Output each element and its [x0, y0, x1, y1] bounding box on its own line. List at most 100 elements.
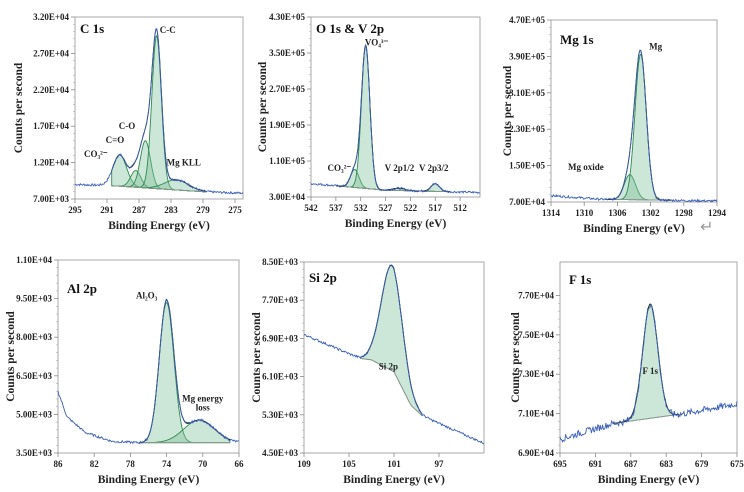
x-tick-label: 97 — [435, 459, 445, 469]
y-tick-label: 2.70E+04 — [33, 48, 69, 58]
x-tick-label: 679 — [695, 459, 709, 469]
spectrum-panel-0: 7.00E+03 1.20E+04 1.70E+04 2.20E+04 2.70E+04… — [13, 12, 244, 232]
y-tick-label: 9.50E+03 — [16, 294, 52, 304]
y-tick-label: 6.10E+03 — [262, 372, 298, 382]
y-tick-label: 3.10E+05 — [509, 88, 545, 98]
x-tick-label: 542 — [304, 203, 318, 213]
x-tick-label: 74 — [162, 459, 172, 469]
peak-annotation: Al₂O₃ — [136, 291, 158, 301]
peak-annotation: V 2p1/2 — [385, 163, 415, 173]
peak-annotation: loss — [196, 403, 211, 413]
background-line — [336, 185, 450, 193]
peak-annotation: C-O — [119, 121, 136, 131]
paragraph-return-mark: ↵ — [700, 217, 714, 236]
measured-spectrum — [559, 304, 738, 443]
y-tick-label: 7.50E+04 — [518, 330, 554, 340]
y-axis-title: Counts per second — [251, 312, 263, 403]
x-axis-title: Binding Energy (eV) — [583, 223, 685, 235]
y-tick-label: 3.20E+04 — [33, 12, 69, 22]
y-tick-label: 4.70E+05 — [509, 15, 545, 25]
x-tick-label: 70 — [198, 459, 208, 469]
panel-title: C 1s — [80, 21, 104, 36]
x-axis-title: Binding Energy (eV) — [345, 218, 447, 230]
x-tick-label: 295 — [68, 205, 82, 215]
y-tick-label: 1.20E+04 — [33, 158, 69, 168]
x-tick-label: 66 — [235, 459, 245, 469]
background-line — [360, 358, 423, 416]
x-axis-title: Binding Energy (eV) — [343, 474, 445, 486]
x-tick-label: 687 — [624, 459, 638, 469]
x-tick-label: 105 — [342, 459, 356, 469]
y-axis-title: Counts per second — [13, 62, 25, 153]
panel-title: F 1s — [569, 272, 591, 287]
x-tick-label: 1310 — [575, 208, 594, 218]
measured-spectrum — [310, 44, 481, 195]
plot-area — [57, 259, 240, 454]
y-tick-label: 6.90E+03 — [262, 333, 298, 343]
background-line — [111, 185, 207, 193]
peak-annotation: F 1s — [643, 366, 659, 376]
y-tick-label: 6.50E+03 — [16, 371, 52, 381]
x-tick-label: 287 — [132, 205, 146, 215]
y-tick-label: 1.10E+05 — [269, 156, 305, 166]
y-tick-label: 7.10E+04 — [518, 409, 554, 419]
y-axis-title: Counts per second — [257, 61, 269, 152]
panel-title: Mg 1s — [560, 32, 594, 47]
peak-annotation: C-C — [160, 25, 176, 35]
spectrum-panel-2: 7.00E+04 1.50E+05 2.30E+05 3.10E+05 3.90E+05… — [502, 15, 727, 235]
x-tick-label: 78 — [126, 459, 136, 469]
x-tick-label: 109 — [297, 459, 311, 469]
y-tick-label: 3.50E+05 — [269, 48, 305, 58]
x-tick-label: 1314 — [542, 208, 561, 218]
x-tick-label: 532 — [354, 203, 368, 213]
y-tick-label: 7.00E+04 — [509, 197, 545, 207]
x-tick-label: 101 — [387, 459, 401, 469]
peak-annotation: Mg KLL — [167, 158, 201, 168]
x-tick-label: 522 — [404, 203, 418, 213]
x-tick-label: 683 — [659, 459, 673, 469]
panel-title: O 1s & V 2p — [316, 21, 384, 36]
x-tick-label: 691 — [589, 459, 603, 469]
y-axis-title: Counts per second — [502, 65, 514, 156]
peak-annotation: CO₃²⁻ — [84, 149, 108, 159]
x-tick-label: 537 — [329, 203, 343, 213]
y-tick-label: 3.00E+04 — [269, 192, 305, 202]
x-tick-label: 1306 — [608, 208, 627, 218]
x-axis-title: Binding Energy (eV) — [108, 220, 210, 232]
x-tick-label: 517 — [429, 203, 443, 213]
y-tick-label: 3.50E+03 — [16, 448, 52, 458]
spectrum-panel-3: 3.50E+03 5.00E+03 6.50E+03 8.00E+03 9.50E+03… — [5, 255, 244, 486]
measured-spectrum — [303, 264, 485, 445]
y-axis-title: Counts per second — [510, 312, 522, 403]
x-tick-label: 291 — [100, 205, 114, 215]
y-tick-label: 7.70E+03 — [262, 295, 298, 305]
y-tick-label: 3.90E+05 — [509, 51, 545, 61]
peak-annotation: VO₄³⁻ — [365, 37, 389, 47]
peak-annotation: Si 2p — [379, 361, 398, 371]
spectrum-panel-5: 6.90E+04 7.10E+04 7.30E+04 7.50E+04 7.70E+04… — [510, 261, 744, 486]
x-tick-label: 275 — [228, 205, 242, 215]
peak-annotation: Mg energy — [182, 394, 224, 404]
y-tick-label: 1.70E+04 — [33, 121, 69, 131]
x-axis-title: Binding Energy (eV) — [598, 474, 700, 486]
peak-annotation: C=O — [106, 135, 125, 145]
x-tick-label: 1298 — [675, 208, 694, 218]
x-tick-label: 279 — [196, 205, 210, 215]
spectrum-panel-4: 4.50E+03 5.30E+03 6.10E+03 6.90E+03 7.70E+03… — [251, 257, 485, 486]
measured-spectrum — [57, 298, 240, 445]
y-tick-label: 7.00E+03 — [33, 194, 69, 204]
y-tick-label: 1.50E+05 — [509, 161, 545, 171]
spectrum-panel-1: 3.00E+04 1.10E+05 1.90E+05 2.70E+05 3.50E+05… — [257, 12, 481, 230]
peak-annotation: CO₃²⁻ — [328, 163, 352, 173]
measured-spectrum — [74, 28, 244, 195]
y-tick-label: 8.50E+03 — [262, 257, 298, 267]
y-axis-title: Counts per second — [5, 311, 17, 402]
y-tick-label: 4.50E+03 — [262, 448, 298, 458]
measured-spectrum — [550, 49, 718, 203]
x-tick-label: 527 — [379, 203, 393, 213]
x-axis-title: Binding Energy (eV) — [98, 474, 200, 486]
plot-area — [559, 261, 738, 454]
plot-area — [310, 16, 481, 198]
x-tick-label: 512 — [453, 203, 467, 213]
y-tick-label: 1.10E+04 — [16, 255, 52, 265]
